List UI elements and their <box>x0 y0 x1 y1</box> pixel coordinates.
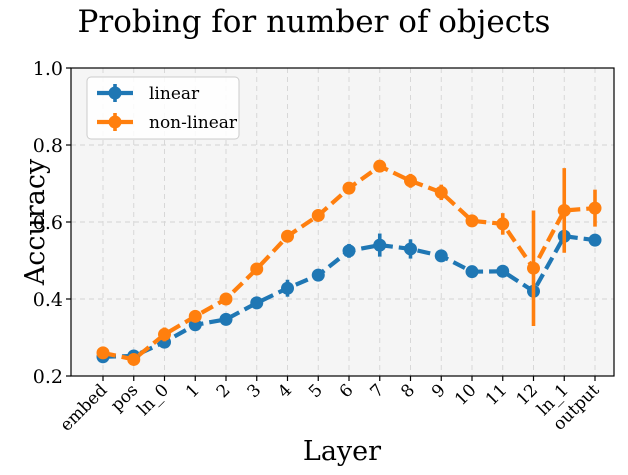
legend-marker <box>108 115 122 129</box>
y-tick-label: 0.8 <box>33 135 63 157</box>
data-point <box>434 185 448 199</box>
data-point <box>188 309 202 323</box>
legend-label: non-linear <box>149 113 238 133</box>
data-point <box>373 159 387 173</box>
data-point <box>311 268 325 282</box>
data-point <box>250 262 264 276</box>
data-point <box>219 312 233 326</box>
data-point <box>373 238 387 252</box>
y-tick-label: 0.6 <box>33 212 63 234</box>
data-point <box>434 249 448 263</box>
data-point <box>342 181 356 195</box>
series-layer <box>96 159 602 366</box>
data-point <box>250 296 264 310</box>
data-point <box>588 201 602 215</box>
data-point <box>588 233 602 247</box>
x-axis-label: Layer <box>303 436 381 467</box>
data-point <box>342 244 356 258</box>
legend-item-non-linear: non-linear <box>97 113 238 133</box>
chart-title: Probing for number of objects <box>78 4 551 40</box>
series-non-linear <box>96 159 602 366</box>
data-point <box>281 281 294 295</box>
data-point <box>496 264 510 278</box>
data-point <box>465 214 479 228</box>
data-point <box>158 327 171 341</box>
data-point <box>496 217 510 231</box>
y-tick-label: 0.2 <box>33 366 63 388</box>
legend-label: linear <box>149 84 200 104</box>
data-point <box>96 346 110 360</box>
data-point <box>557 203 571 217</box>
legend-item-linear: linear <box>97 84 200 104</box>
data-point <box>404 242 417 256</box>
data-point <box>465 265 479 279</box>
legend-marker <box>108 86 122 100</box>
data-point <box>281 229 294 243</box>
y-axis-label: Accuracy <box>20 158 51 286</box>
y-tick-label: 0.4 <box>33 289 63 311</box>
data-point <box>219 292 233 306</box>
data-point <box>127 352 141 366</box>
data-point <box>527 261 540 275</box>
legend: linear non-linear <box>86 76 240 140</box>
data-point <box>404 174 417 188</box>
data-point <box>311 208 325 222</box>
y-tick-label: 1.0 <box>33 58 63 80</box>
